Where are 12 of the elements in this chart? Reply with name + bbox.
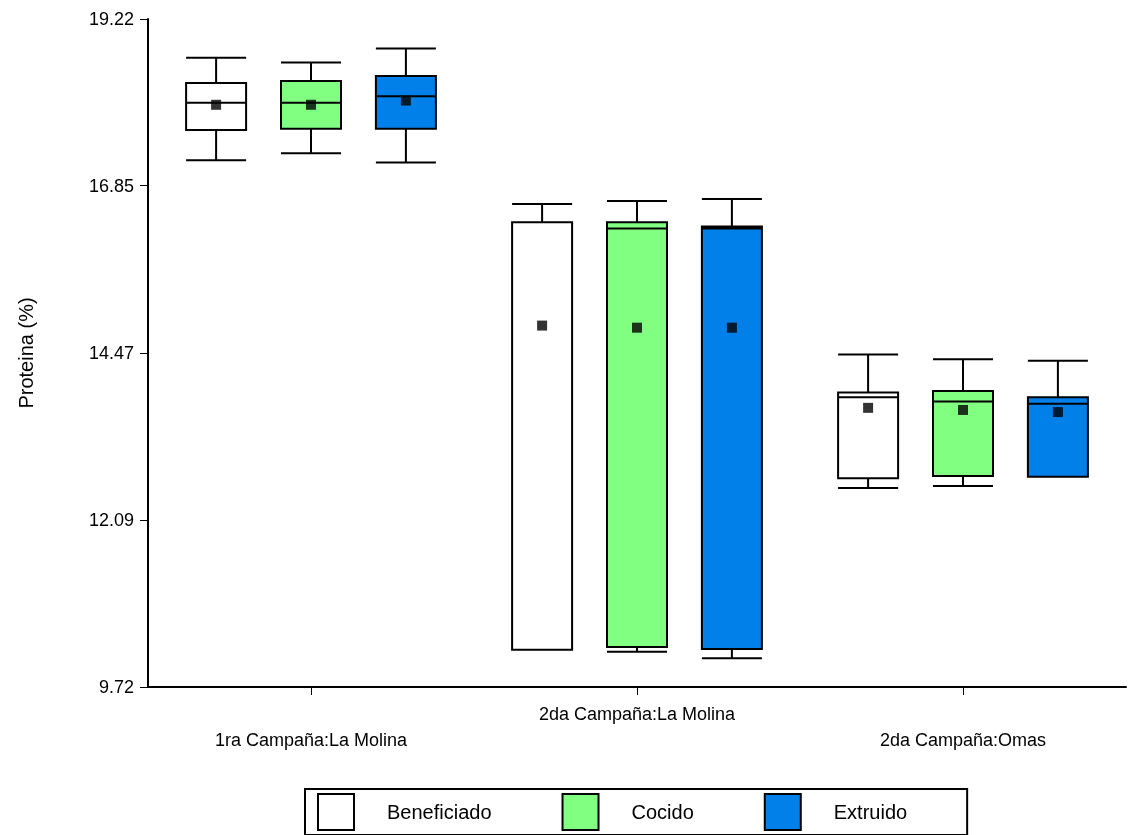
x-tick-label: 2da Campaña:La Molina bbox=[538, 704, 737, 724]
x-tick-label: 2da Campaña:Omas bbox=[879, 730, 1047, 750]
y-tick-label: 9.72 bbox=[98, 677, 134, 697]
legend-label: Extruido bbox=[833, 801, 908, 823]
legend-label: Beneficiado bbox=[387, 801, 492, 823]
y-tick-label: 19.22 bbox=[88, 9, 134, 29]
y-axis-title: Proteina (%) bbox=[15, 297, 37, 409]
y-tick-label: 16.85 bbox=[88, 175, 134, 196]
y-tick-label: 14.47 bbox=[88, 343, 134, 363]
x-tick-label: 1ra Campaña:La Molina bbox=[214, 730, 409, 750]
legend-label: Cocido bbox=[631, 801, 694, 823]
y-tick-label: 12.09 bbox=[88, 510, 134, 531]
